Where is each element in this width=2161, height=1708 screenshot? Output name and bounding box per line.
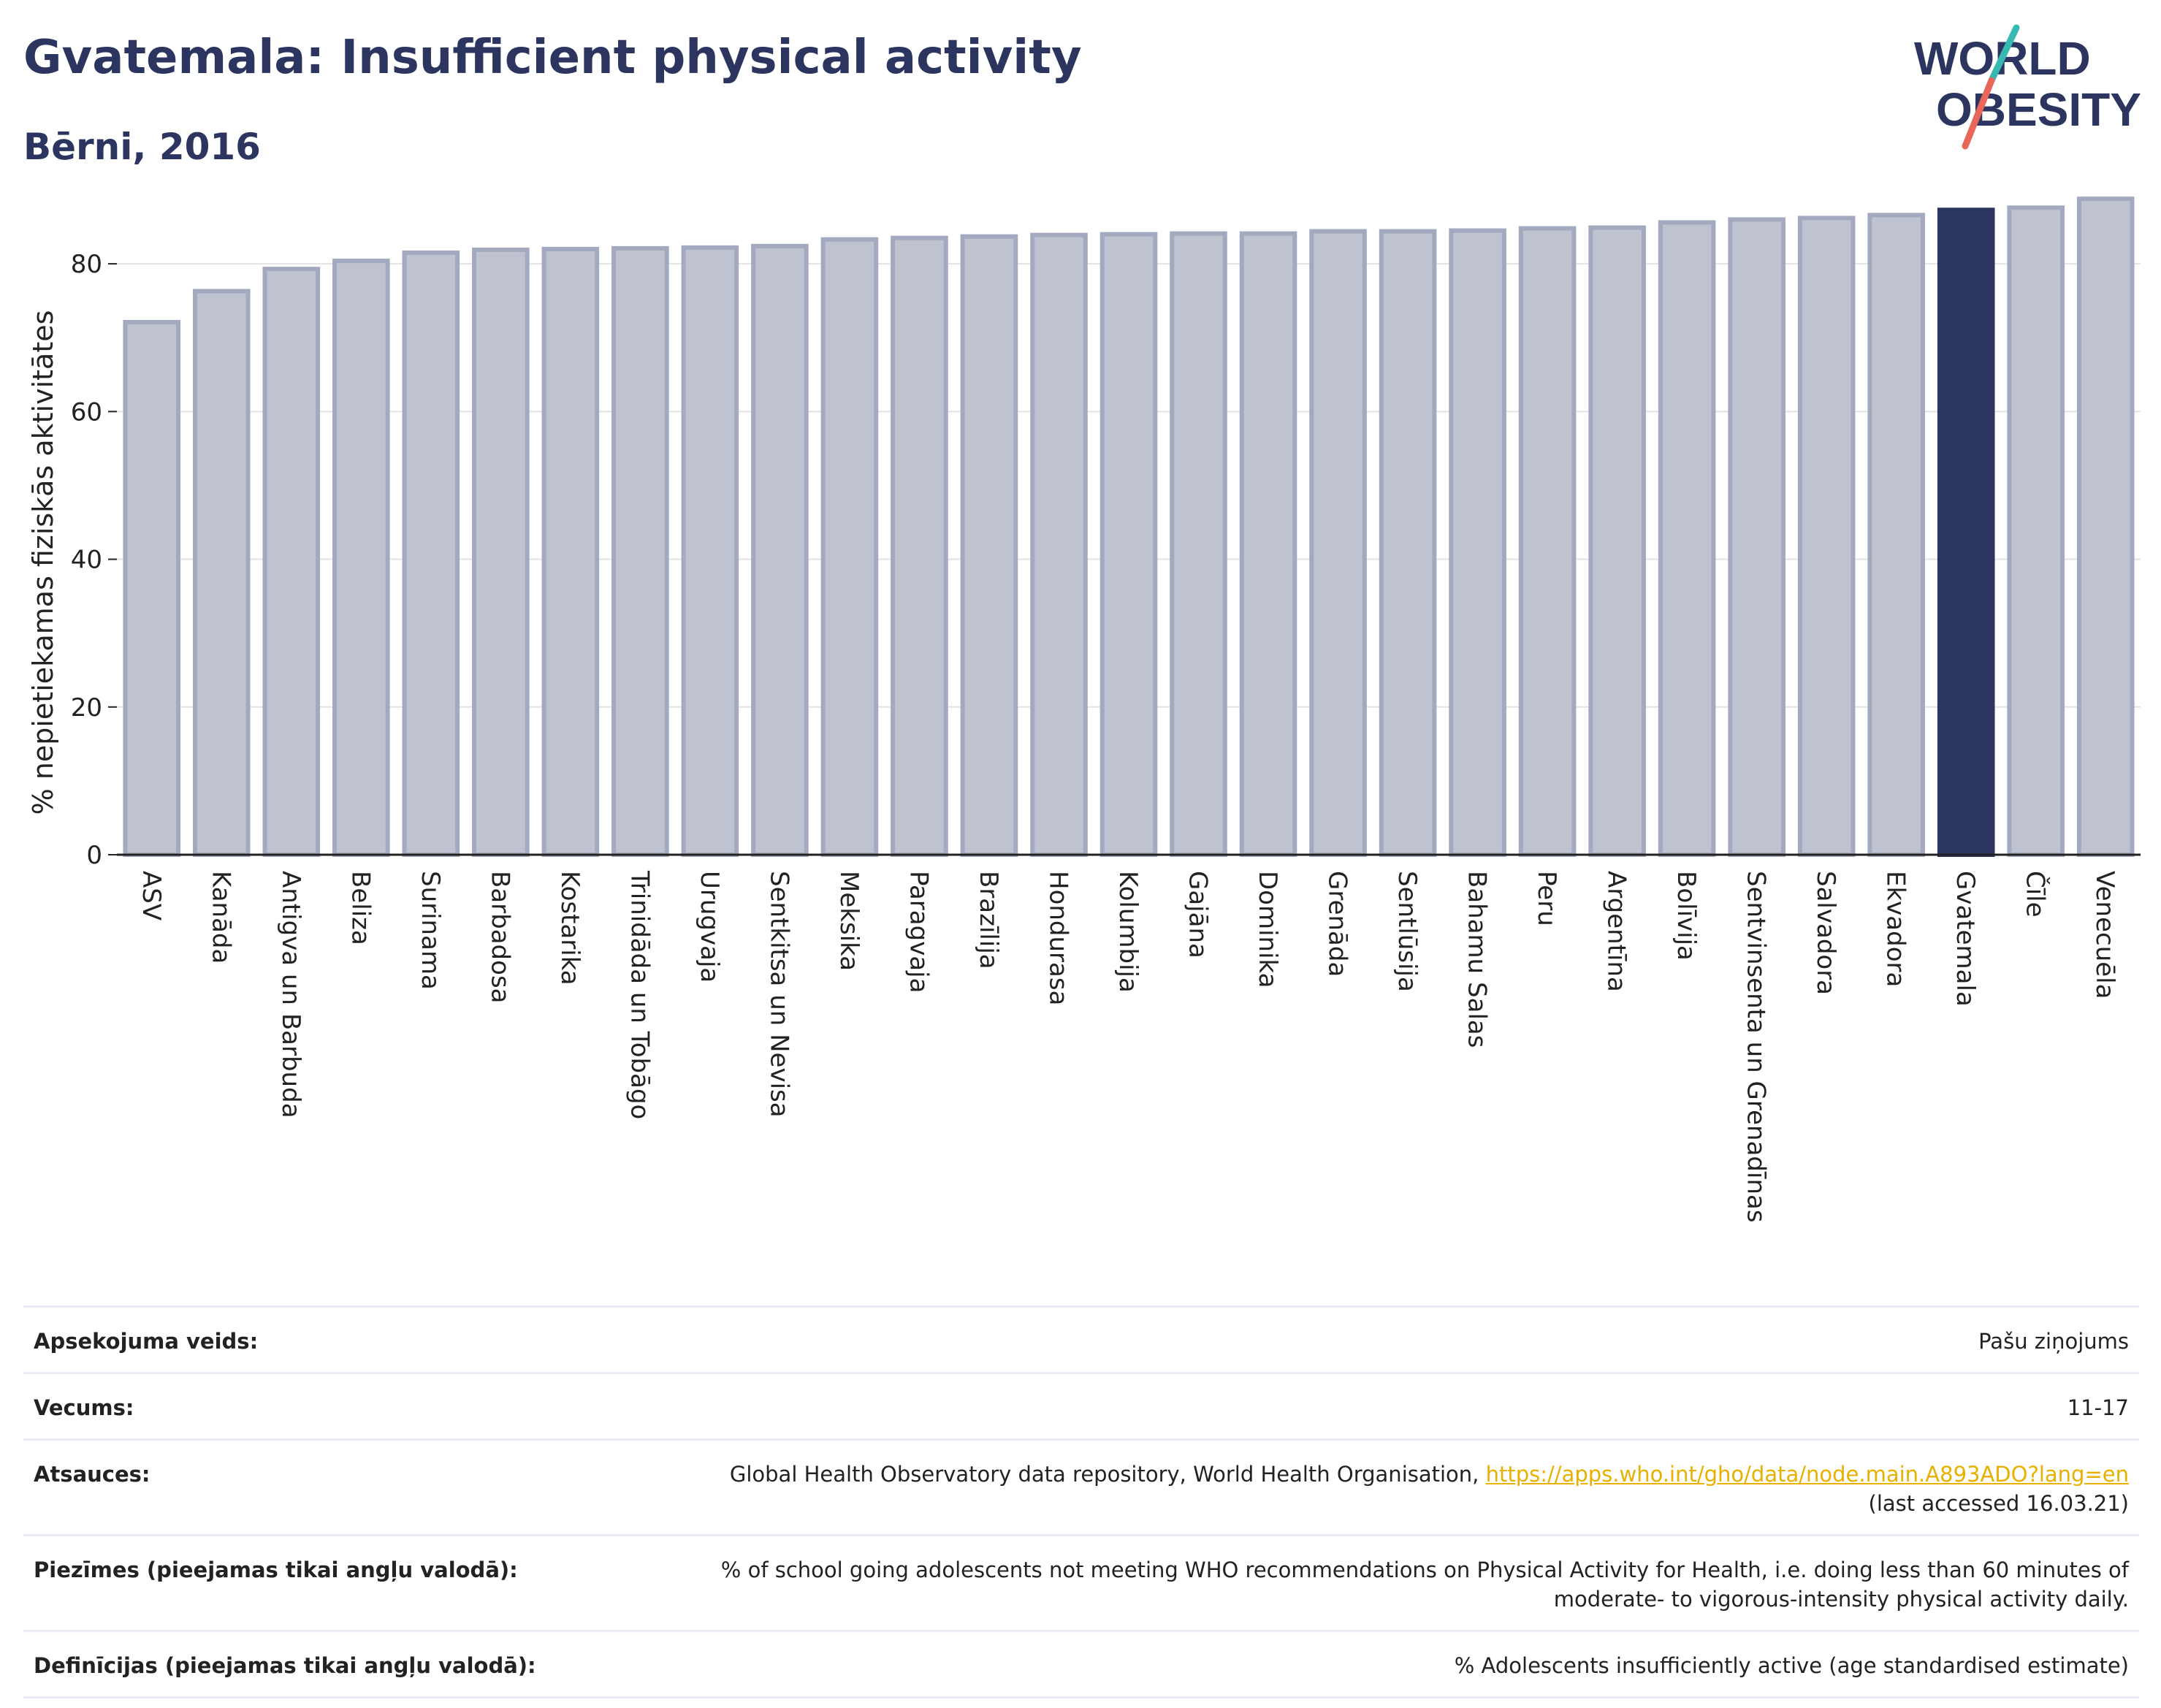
info-row: Vecums: 11-17 [23, 1372, 2139, 1440]
info-value: % Adolescents insufficiently active (age… [599, 1630, 2139, 1699]
x-tick-label: Barbadosa [485, 871, 514, 1004]
x-tick-label: Peru [1532, 871, 1561, 926]
bar [611, 245, 669, 857]
info-row: Definīcijas (pieejamas tikai angļu valod… [23, 1630, 2139, 1699]
info-note: (last accessed 16.03.21) [1868, 1491, 2129, 1516]
info-value-text: % Adolescents insufficiently active (age… [1454, 1653, 2129, 1678]
x-tick-label: Gvatemala [1951, 871, 1980, 1007]
x-tick-label: ASV [137, 871, 166, 920]
info-value: 11-17 [599, 1372, 2139, 1440]
logo-slash-teal [1988, 24, 2020, 84]
x-tick-label: Brazīlija [974, 871, 1003, 969]
x-tick-label: Beliza [346, 871, 375, 945]
y-tick-label: 20 [71, 693, 102, 723]
chart-subtitle: Bērni, 2016 [23, 126, 261, 168]
bar [1030, 232, 1088, 857]
y-axis-label: % nepietiekamas fiziskās aktivitātes [27, 310, 59, 815]
bar [1239, 231, 1297, 857]
x-tick-label: Kostarika [555, 871, 584, 985]
x-tick-label: Dominika [1253, 871, 1282, 988]
info-value: Global Health Observatory data repositor… [599, 1438, 2139, 1536]
x-tick-label: Sentlūsija [1392, 871, 1422, 992]
bar [1658, 220, 1716, 857]
info-value: Pašu ziņojums [599, 1305, 2139, 1373]
bar [2076, 197, 2135, 857]
y-tick-label: 40 [71, 546, 102, 575]
y-axis-ticks: 0 20 40 60 80 [71, 250, 117, 870]
x-tick-label: Bolīvija [1672, 871, 1701, 961]
chart-title: Gvatemala: Insufficient physical activit… [23, 31, 1082, 85]
info-value-text: 11-17 [2067, 1395, 2129, 1420]
x-tick-label: Sentvinsenta un Grenadīnas [1742, 871, 1771, 1223]
bar [192, 289, 251, 857]
bar [960, 234, 1018, 857]
info-value: % of school going adolescents not meetin… [599, 1534, 2139, 1631]
x-tick-label: Sentkitsa un Nevisa [764, 871, 793, 1118]
bar [1867, 213, 1925, 857]
bar-highlight [1937, 207, 1995, 857]
x-tick-label: Bahamu Salas [1463, 871, 1492, 1048]
bar [1449, 228, 1506, 858]
info-row: Piezīmes (pieejamas tikai angļu valodā):… [23, 1534, 2139, 1631]
y-tick-label: 60 [71, 397, 102, 427]
bar [262, 267, 321, 857]
bar [2007, 205, 2065, 857]
x-tick-label: Surinama [416, 871, 445, 990]
bar [472, 247, 530, 857]
info-value-text: % of school going adolescents not meetin… [720, 1558, 2129, 1612]
bar [820, 237, 879, 857]
x-tick-label: Trinidāda un Tobāgo [625, 870, 654, 1119]
info-row: Atsauces: Global Health Observatory data … [23, 1438, 2139, 1536]
bar [1099, 232, 1158, 857]
y-tick-label: 0 [86, 841, 102, 870]
info-value-text: Global Health Observatory data repositor… [729, 1462, 1486, 1487]
info-label: Piezīmes (pieejamas tikai angļu valodā): [23, 1534, 599, 1631]
info-label: Apsekojuma veids: [23, 1305, 599, 1373]
info-row: Apsekojuma veids: Pašu ziņojums [23, 1305, 2139, 1373]
bar [1728, 217, 1785, 857]
x-tick-label: Salvadora [1811, 871, 1840, 995]
x-tick-label: Venecuēla [2090, 871, 2119, 999]
x-axis-labels: ASV Kanāda Antigva un Barbuda Beliza Surinam… [137, 870, 2119, 1223]
info-table: Apsekojuma veids: Pašu ziņojums Vecums: 11-… [23, 1305, 2139, 1699]
bar [1518, 226, 1577, 858]
x-tick-label: Antigva un Barbuda [276, 871, 305, 1118]
bar [123, 319, 181, 857]
bar [1588, 225, 1646, 858]
x-tick-label: Meksika [834, 871, 864, 971]
x-tick-label: Argentīna [1602, 871, 1631, 992]
x-tick-label: Ekvadora [1881, 871, 1910, 987]
x-tick-label: Kanāda [206, 871, 235, 964]
reference-link[interactable]: https://apps.who.int/gho/data/node.main.… [1485, 1462, 2129, 1487]
world-obesity-logo: WORLD OBESITY [1914, 24, 2141, 150]
x-tick-label: Kolumbija [1113, 871, 1143, 993]
bar [1170, 231, 1227, 857]
bar [1309, 229, 1367, 858]
info-label: Atsauces: [23, 1438, 599, 1536]
bar [1379, 229, 1437, 858]
bar [402, 250, 460, 857]
bars [123, 197, 2135, 858]
bar [541, 246, 600, 857]
bar [332, 259, 390, 858]
x-tick-label: Paragvaja [904, 871, 933, 993]
y-tick-label: 80 [71, 250, 102, 279]
x-tick-label: Čīle [2021, 871, 2051, 918]
logo-slash-coral [1962, 77, 1995, 150]
info-value-text: Pašu ziņojums [1978, 1329, 2129, 1354]
x-tick-label: Grenāda [1323, 871, 1352, 977]
bar [1797, 216, 1856, 857]
bar [681, 245, 739, 858]
info-label: Definīcijas (pieejamas tikai angļu valod… [23, 1630, 599, 1699]
x-tick-label: Gajāna [1184, 871, 1213, 958]
x-tick-label: Urugvaja [695, 871, 724, 983]
bar [751, 243, 809, 858]
bar [891, 235, 948, 857]
bar-chart: 0 20 40 60 80 ASV Kanāda Antigva un Barbuda Bel… [27, 197, 2141, 1223]
info-label: Vecums: [23, 1372, 599, 1440]
x-tick-label: Hondurasa [1043, 871, 1072, 1005]
